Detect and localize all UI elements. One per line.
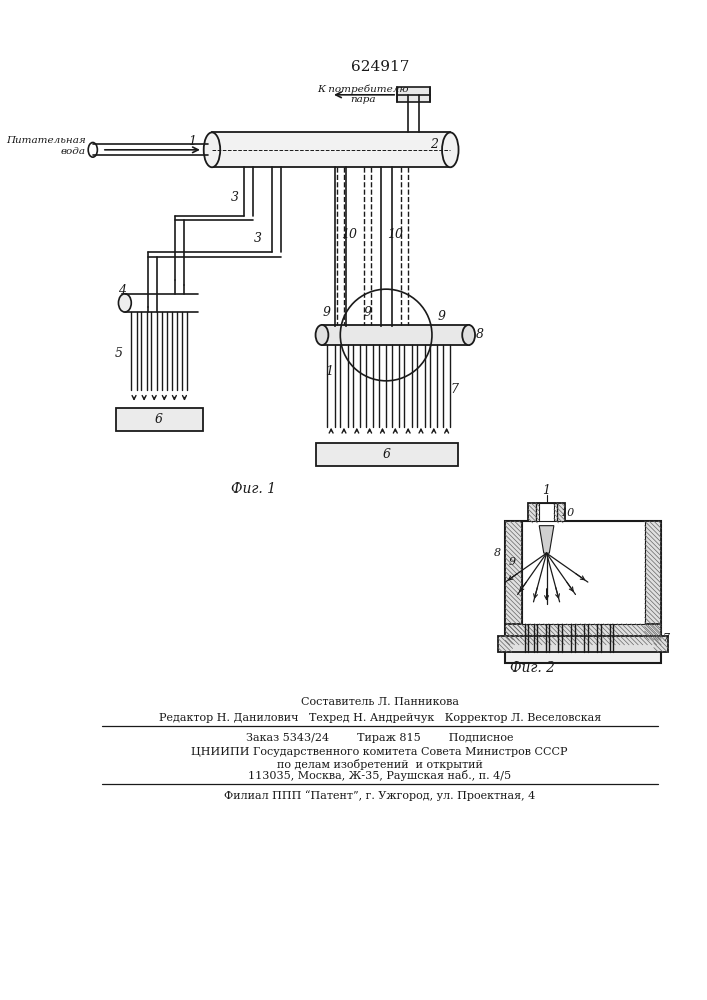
Text: 1: 1: [325, 365, 333, 378]
Text: 5: 5: [115, 347, 122, 360]
Bar: [212, 132, 450, 167]
Text: 8: 8: [476, 328, 484, 341]
Text: 8: 8: [493, 548, 501, 558]
Text: 4: 4: [118, 284, 126, 297]
Text: 113035, Москва, Ж-35, Раушская наб., п. 4/5: 113035, Москва, Ж-35, Раушская наб., п. …: [248, 770, 511, 781]
Text: 9: 9: [509, 557, 516, 567]
Bar: [322, 325, 469, 345]
Text: пара: пара: [351, 95, 376, 104]
Bar: [506, 521, 661, 663]
Polygon shape: [539, 526, 554, 553]
Text: 3: 3: [254, 232, 262, 245]
Ellipse shape: [315, 325, 328, 345]
Text: 1: 1: [542, 484, 551, 497]
Text: Фиг. 1: Фиг. 1: [230, 482, 276, 496]
Text: Фиг. 2: Фиг. 2: [510, 661, 555, 675]
Text: Питательная: Питательная: [6, 136, 86, 145]
Bar: [645, 521, 661, 640]
Text: 1: 1: [188, 135, 196, 148]
Text: 2: 2: [430, 138, 438, 151]
Bar: [537, 503, 556, 523]
Text: 10: 10: [387, 228, 403, 241]
Text: ЦНИИПИ Государственного комитета Совета Министров СССР: ЦНИИПИ Государственного комитета Совета …: [192, 747, 568, 757]
Bar: [498, 636, 669, 652]
Text: Филиал ППП “Патент”, г. Ужгород, ул. Проектная, 4: Филиал ППП “Патент”, г. Ужгород, ул. Про…: [224, 791, 535, 801]
Bar: [528, 503, 565, 523]
Text: по делам изобретений  и открытий: по делам изобретений и открытий: [276, 759, 483, 770]
Ellipse shape: [119, 294, 132, 312]
Text: 3: 3: [231, 191, 239, 204]
Text: Составитель Л. Панникова: Составитель Л. Панникова: [300, 697, 459, 707]
Text: К потребителю: К потребителю: [317, 85, 409, 94]
Text: 6: 6: [155, 413, 163, 426]
Text: вода: вода: [61, 147, 86, 156]
Text: Заказ 5343/24        Тираж 815        Подписное: Заказ 5343/24 Тираж 815 Подписное: [246, 733, 513, 743]
Text: 10: 10: [561, 508, 575, 518]
Ellipse shape: [462, 325, 475, 345]
Bar: [522, 521, 645, 624]
Text: 9: 9: [322, 306, 331, 319]
Bar: [116, 408, 203, 431]
Text: 6: 6: [382, 448, 390, 461]
Bar: [315, 443, 457, 466]
Text: Редактор Н. Данилович   Техред Н. Андрейчук   Корректор Л. Веселовская: Редактор Н. Данилович Техред Н. Андрейчу…: [158, 713, 601, 723]
Text: 9: 9: [437, 310, 445, 323]
Text: 7: 7: [451, 383, 459, 396]
Text: 624917: 624917: [351, 60, 409, 74]
Text: 9: 9: [364, 306, 372, 319]
Text: 7: 7: [662, 633, 670, 643]
Ellipse shape: [204, 132, 220, 167]
Bar: [506, 521, 522, 640]
Bar: [539, 503, 554, 523]
Text: 10: 10: [341, 228, 358, 241]
Ellipse shape: [442, 132, 459, 167]
Bar: [506, 624, 661, 645]
Bar: [397, 87, 430, 102]
